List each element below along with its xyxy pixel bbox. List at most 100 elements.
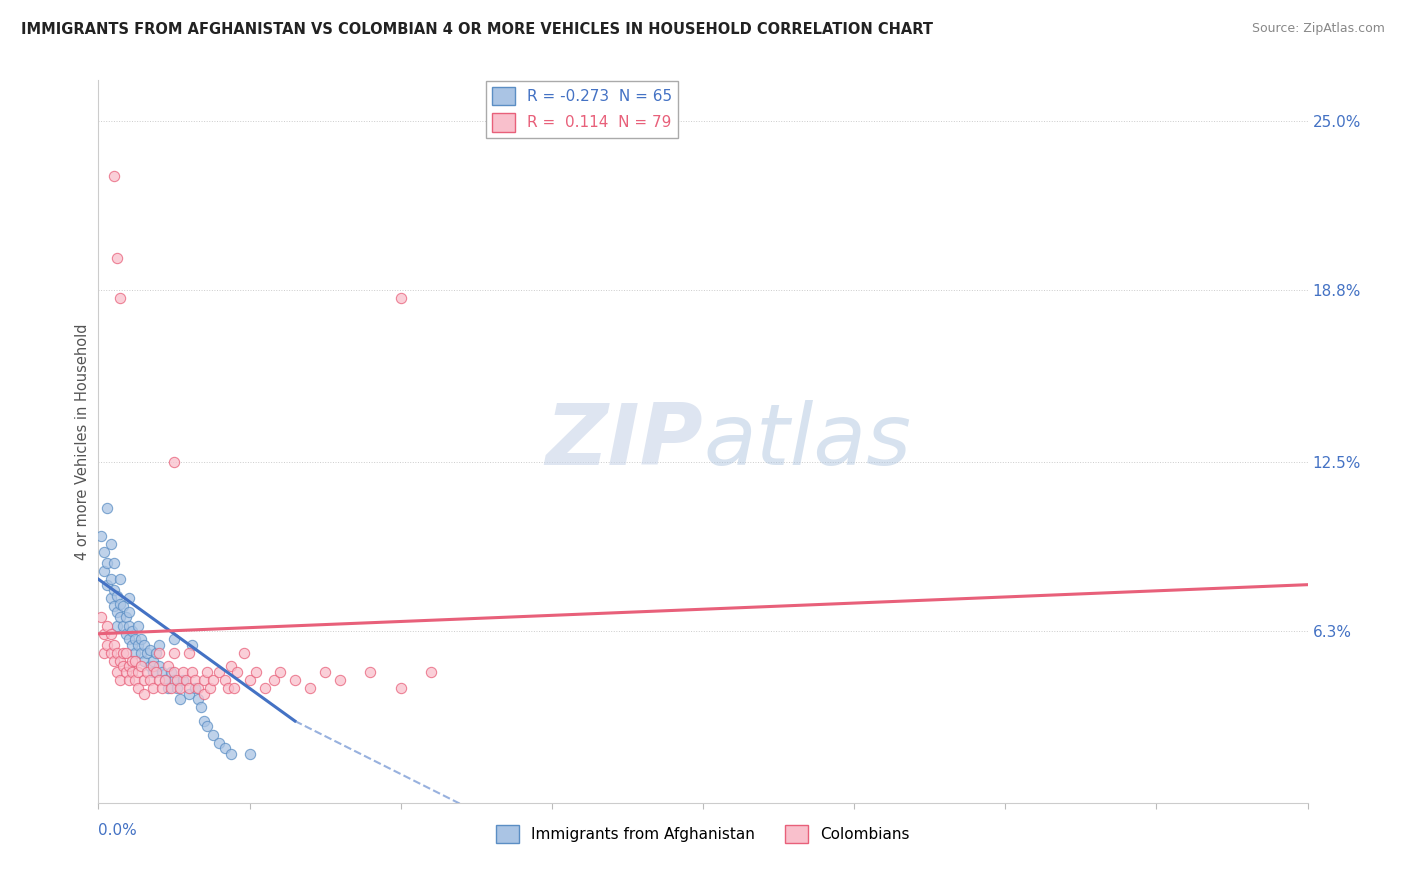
Point [139, 673, 162, 687]
Point [127, 681, 149, 696]
Point [111, 659, 134, 673]
Point [129, 632, 152, 647]
Point [163, 632, 186, 647]
Text: ZIP: ZIP [546, 400, 703, 483]
Point [179, 646, 201, 660]
Point [253, 681, 276, 696]
Point [187, 692, 209, 706]
Point [193, 714, 215, 728]
Point [103, 556, 125, 570]
Point [202, 673, 225, 687]
Point [105, 618, 128, 632]
Point [148, 646, 170, 660]
Point [145, 665, 167, 679]
Point [100, 626, 122, 640]
Point [114, 626, 136, 640]
Point [181, 665, 204, 679]
Point [96, 638, 118, 652]
Point [114, 610, 136, 624]
Point [124, 673, 146, 687]
Text: 0.0%: 0.0% [98, 823, 138, 838]
Point [105, 605, 128, 619]
Point [93, 545, 115, 559]
Point [118, 605, 141, 619]
Point [389, 681, 412, 696]
Point [263, 673, 285, 687]
Point [329, 673, 352, 687]
Point [360, 665, 382, 679]
Point [121, 654, 143, 668]
Point [420, 665, 443, 679]
Point [179, 681, 201, 696]
Point [200, 681, 222, 696]
Point [163, 646, 186, 660]
Point [150, 681, 173, 696]
Point [181, 638, 204, 652]
Point [105, 589, 128, 603]
Text: Source: ZipAtlas.com: Source: ZipAtlas.com [1251, 22, 1385, 36]
Point [118, 673, 141, 687]
Point [108, 673, 131, 687]
Point [139, 643, 162, 657]
Point [96, 618, 118, 632]
Point [221, 659, 243, 673]
Point [108, 292, 131, 306]
Point [269, 665, 291, 679]
Point [156, 659, 179, 673]
Point [135, 665, 157, 679]
Point [221, 747, 243, 761]
Point [111, 599, 134, 614]
Point [111, 646, 134, 660]
Point [299, 681, 322, 696]
Point [195, 665, 218, 679]
Point [226, 665, 249, 679]
Point [153, 673, 176, 687]
Point [132, 638, 155, 652]
Point [96, 556, 118, 570]
Point [114, 646, 136, 660]
Point [121, 665, 143, 679]
Point [160, 665, 183, 679]
Point [93, 564, 115, 578]
Point [217, 681, 239, 696]
Point [184, 673, 207, 687]
Point [166, 681, 188, 696]
Point [142, 659, 165, 673]
Point [284, 673, 307, 687]
Point [148, 673, 170, 687]
Point [132, 654, 155, 668]
Point [193, 687, 215, 701]
Point [208, 736, 231, 750]
Point [145, 646, 167, 660]
Point [103, 169, 125, 183]
Point [129, 646, 152, 660]
Point [135, 646, 157, 660]
Point [108, 654, 131, 668]
Point [179, 687, 201, 701]
Point [121, 624, 143, 638]
Point [96, 501, 118, 516]
Point [160, 681, 183, 696]
Point [163, 665, 186, 679]
Point [214, 741, 236, 756]
Point [105, 665, 128, 679]
Point [103, 583, 125, 598]
Point [187, 681, 209, 696]
Legend: Immigrants from Afghanistan, Colombians: Immigrants from Afghanistan, Colombians [489, 819, 917, 849]
Y-axis label: 4 or more Vehicles in Household: 4 or more Vehicles in Household [75, 323, 90, 560]
Point [184, 681, 207, 696]
Point [127, 665, 149, 679]
Point [139, 659, 162, 673]
Point [96, 577, 118, 591]
Point [100, 537, 122, 551]
Point [172, 673, 194, 687]
Point [239, 747, 262, 761]
Point [118, 591, 141, 606]
Text: atlas: atlas [703, 400, 911, 483]
Point [127, 618, 149, 632]
Point [129, 659, 152, 673]
Point [232, 646, 254, 660]
Point [90, 528, 112, 542]
Text: IMMIGRANTS FROM AFGHANISTAN VS COLOMBIAN 4 OR MORE VEHICLES IN HOUSEHOLD CORRELA: IMMIGRANTS FROM AFGHANISTAN VS COLOMBIAN… [21, 22, 934, 37]
Point [163, 673, 186, 687]
